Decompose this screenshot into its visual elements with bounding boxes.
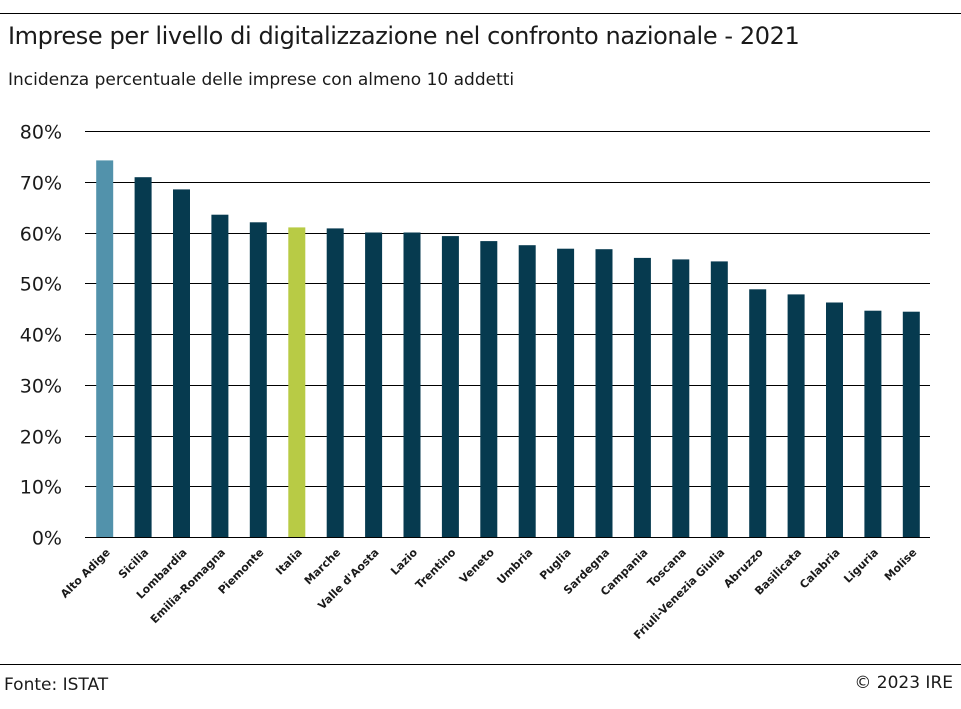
x-tick-label: Umbria xyxy=(494,546,535,587)
bar xyxy=(480,241,498,537)
x-tick-label: Liguria xyxy=(841,546,881,586)
bar xyxy=(288,227,306,537)
bar xyxy=(595,249,613,537)
bar xyxy=(787,294,805,537)
x-tick-label: Molise xyxy=(882,546,920,584)
source-note: Fonte: ISTAT xyxy=(4,675,109,695)
x-tick-label: Sicilia xyxy=(116,546,151,581)
y-tick-label: 50% xyxy=(20,274,62,296)
chart-title: Imprese per livello di digitalizzazione … xyxy=(8,22,800,50)
y-tick-label: 0% xyxy=(32,528,62,550)
bar xyxy=(249,222,267,538)
bar xyxy=(864,310,882,537)
bar xyxy=(326,228,344,537)
bar xyxy=(749,289,767,537)
y-axis-ticks: 0% 10% 20% 30% 40% 50% 60% 70% 80% xyxy=(20,122,62,550)
x-tick-label: Alto Adige xyxy=(58,546,113,601)
x-axis-labels: Alto Adige SiciliaLombardiaEmilia-Romagna… xyxy=(58,546,919,642)
bar xyxy=(403,232,421,537)
y-tick-label: 20% xyxy=(20,427,62,449)
bar xyxy=(902,311,920,537)
y-tick-label: 70% xyxy=(20,173,62,195)
x-tick-label: Lazio xyxy=(388,546,420,578)
bar xyxy=(633,257,651,537)
y-tick-label: 30% xyxy=(20,376,62,398)
x-tick-label: Italia xyxy=(273,546,305,578)
bar xyxy=(96,160,114,537)
bar xyxy=(134,177,152,537)
bottom-rule xyxy=(0,664,961,665)
x-tick-label: Trentino xyxy=(413,546,459,592)
copyright-note: © 2023 IRE xyxy=(854,673,953,693)
bars xyxy=(96,160,920,538)
x-tick-label: Calabria xyxy=(797,546,842,591)
bar xyxy=(173,189,190,537)
y-tick-label: 40% xyxy=(20,325,62,347)
bar xyxy=(710,261,728,537)
bar xyxy=(441,236,459,537)
bar xyxy=(826,302,843,537)
y-tick-label: 10% xyxy=(20,477,62,499)
y-tick-label: 80% xyxy=(20,122,62,144)
x-tick-label: Puglia xyxy=(537,546,574,583)
bar xyxy=(557,248,575,537)
top-rule xyxy=(0,13,961,14)
bar xyxy=(211,214,229,537)
chart-subtitle: Incidenza percentuale delle imprese con … xyxy=(8,70,515,90)
y-tick-label: 60% xyxy=(20,224,62,246)
x-tick-label: Veneto xyxy=(457,546,497,586)
bar xyxy=(672,259,690,537)
bar xyxy=(365,232,383,537)
bar xyxy=(518,245,536,537)
